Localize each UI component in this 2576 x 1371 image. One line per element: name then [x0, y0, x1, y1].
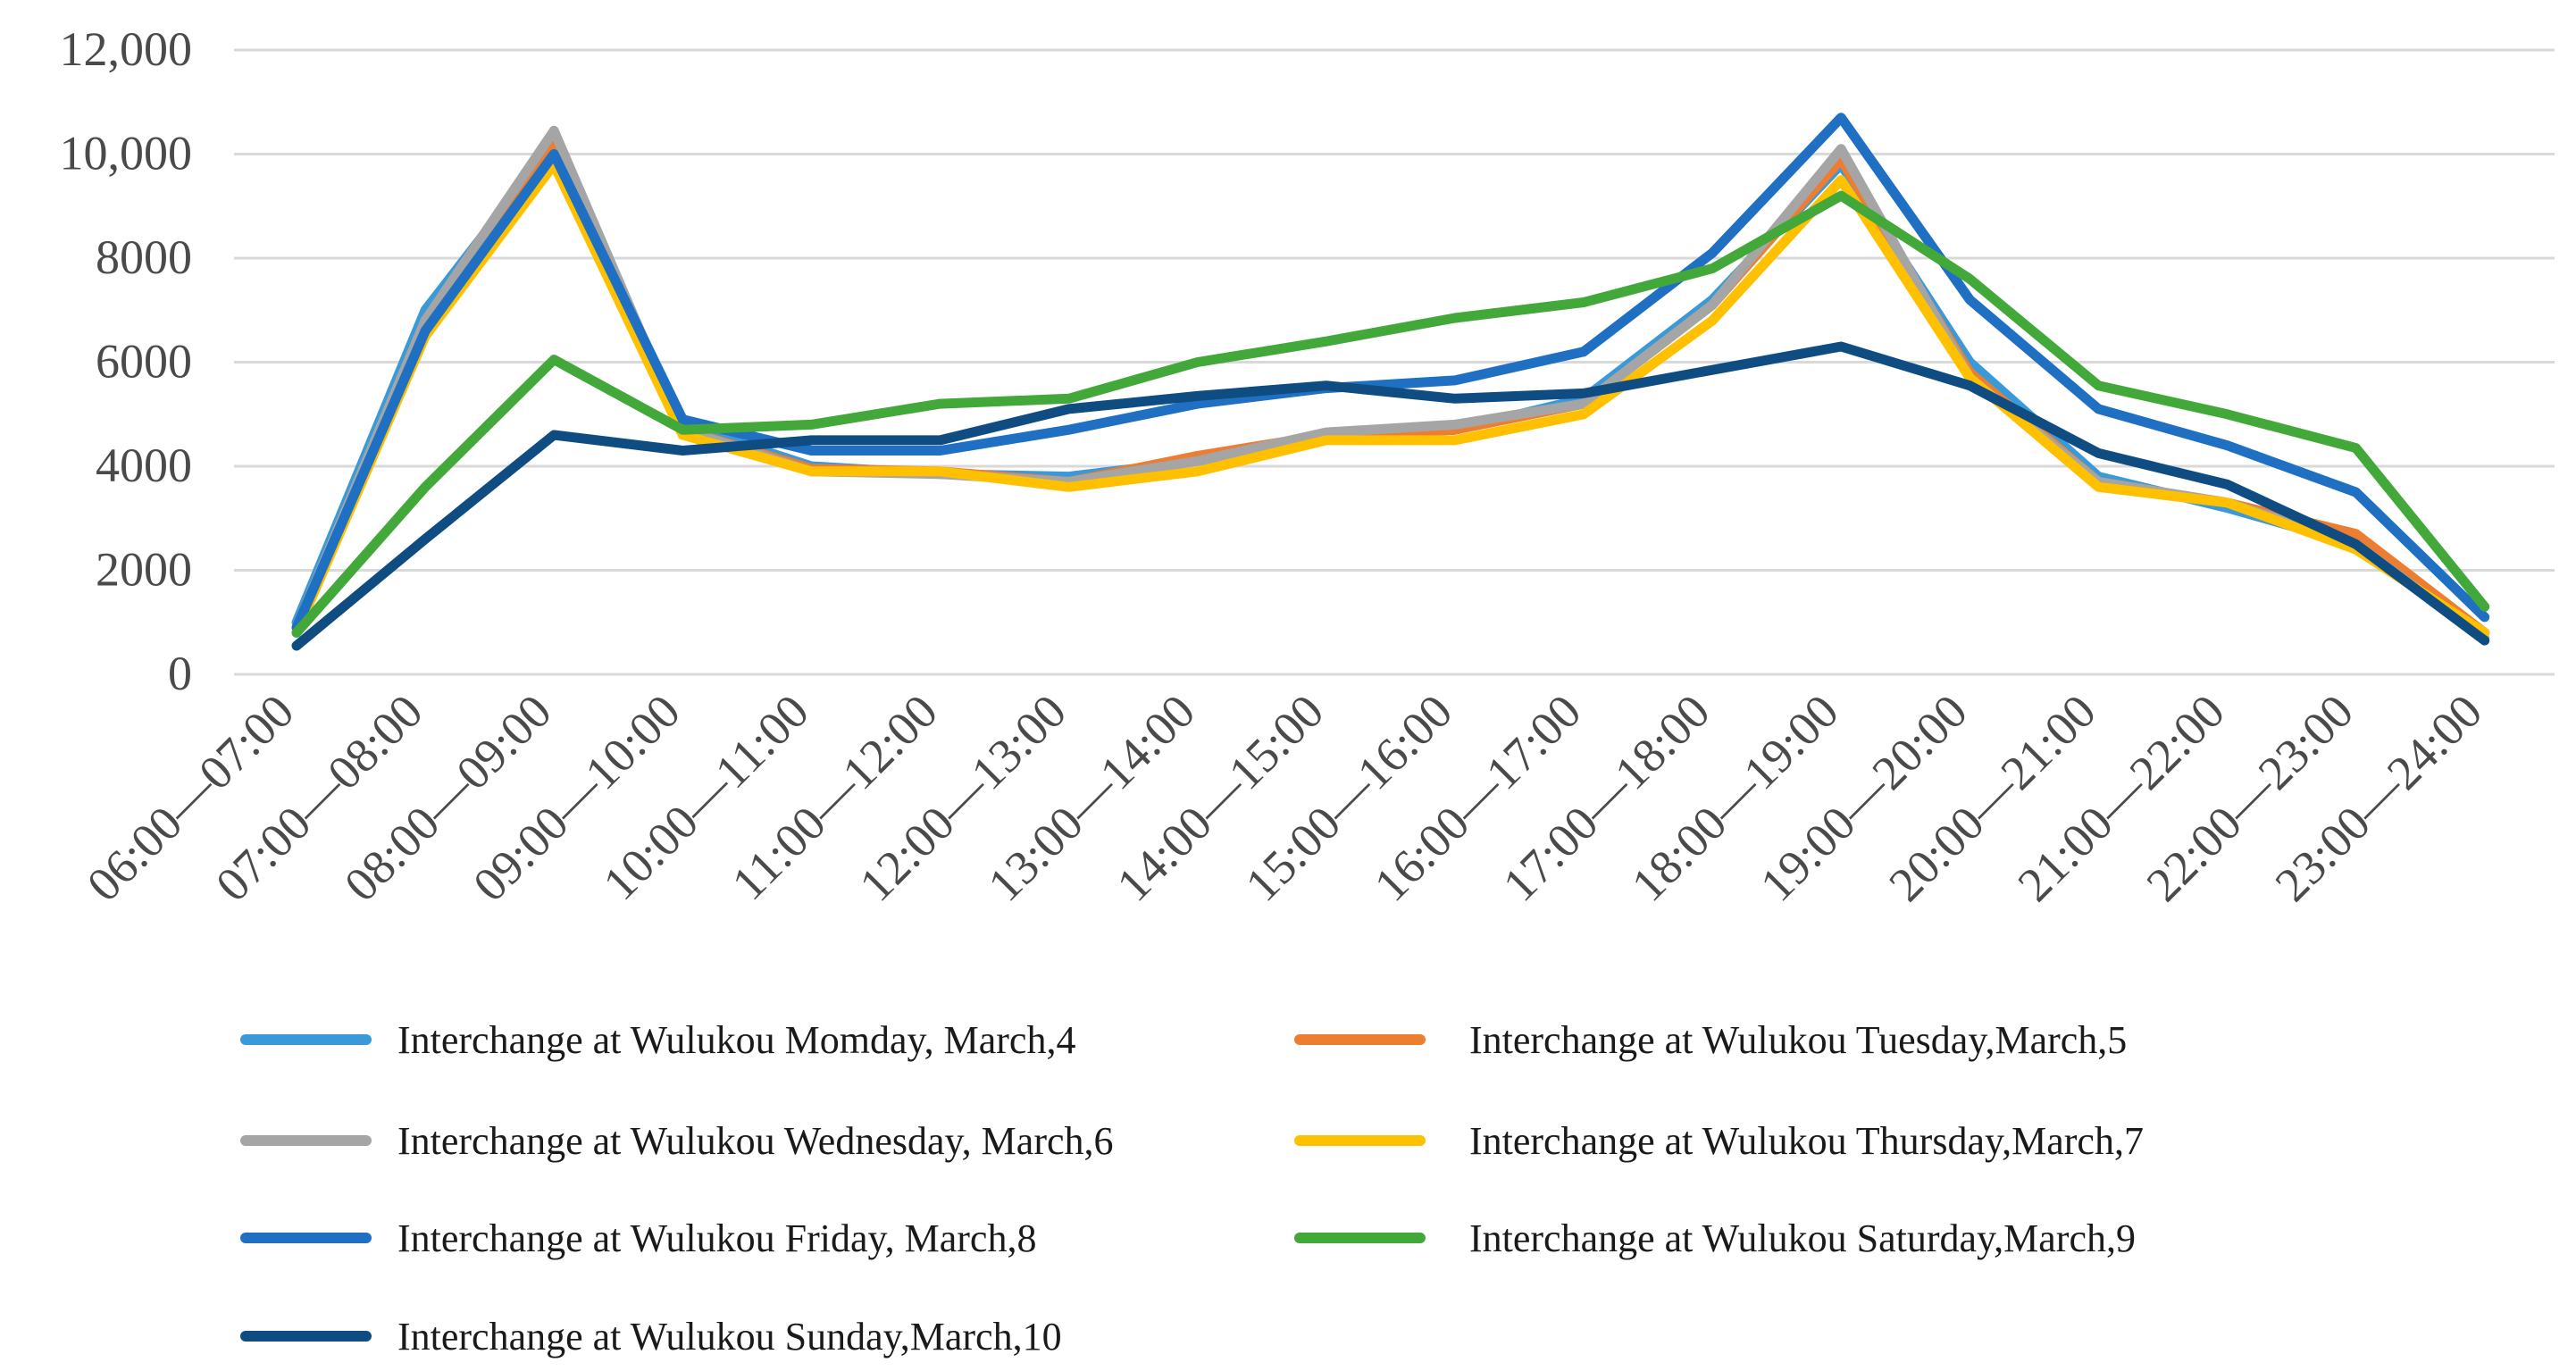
legend: Interchange at Wulukou Momday, March,4 In…: [240, 1018, 2144, 1358]
legend-item: Interchange at Wulukou Tuesday,March,5: [1294, 1018, 2127, 1062]
legend-item: Interchange at Wulukou Friday, March,8: [240, 1216, 1036, 1260]
series-line-6: [291, 190, 2490, 638]
legend-item: Interchange at Wulukou Sunday,March,10: [240, 1315, 1062, 1358]
legend-label: Interchange at Wulukou Friday, March,8: [397, 1216, 1036, 1260]
legend-item: Interchange at Wulukou Wednesday, March,…: [240, 1119, 1114, 1163]
y-axis-tick-labels: 0 2000 4000 6000 8000 10,000 12,000: [60, 22, 193, 700]
series-line-4: [291, 159, 2490, 638]
y-tick-label: 12,000: [60, 22, 193, 76]
legend-item: Interchange at Wulukou Thursday,March,7: [1294, 1119, 2144, 1163]
legend-item: Interchange at Wulukou Saturday,March,9: [1294, 1216, 2136, 1260]
y-tick-label: 2000: [96, 543, 192, 597]
y-tick-label: 8000: [96, 230, 192, 284]
legend-label: Interchange at Wulukou Sunday,March,10: [397, 1315, 1062, 1358]
y-tick-label: 10,000: [60, 127, 193, 180]
series-line-5: [291, 113, 2490, 633]
grid-lines: [234, 48, 2555, 676]
legend-label: Interchange at Wulukou Thursday,March,7: [1469, 1119, 2144, 1163]
legend-label: Interchange at Wulukou Saturday,March,9: [1469, 1216, 2136, 1260]
x-axis-tick-labels: 06:00—07:0007:00—08:0008:00—09:0009:00—1…: [77, 684, 2492, 912]
y-tick-label: 6000: [96, 335, 192, 389]
legend-label: Interchange at Wulukou Momday, March,4: [397, 1018, 1075, 1062]
series-line-7: [291, 341, 2490, 651]
series-lines: [291, 113, 2490, 651]
legend-item: Interchange at Wulukou Momday, March,4: [240, 1018, 1075, 1062]
legend-label: Interchange at Wulukou Tuesday,March,5: [1469, 1018, 2127, 1062]
y-tick-label: 4000: [96, 439, 192, 492]
legend-label: Interchange at Wulukou Wednesday, March,…: [397, 1119, 1114, 1163]
y-tick-label: 0: [168, 647, 192, 700]
